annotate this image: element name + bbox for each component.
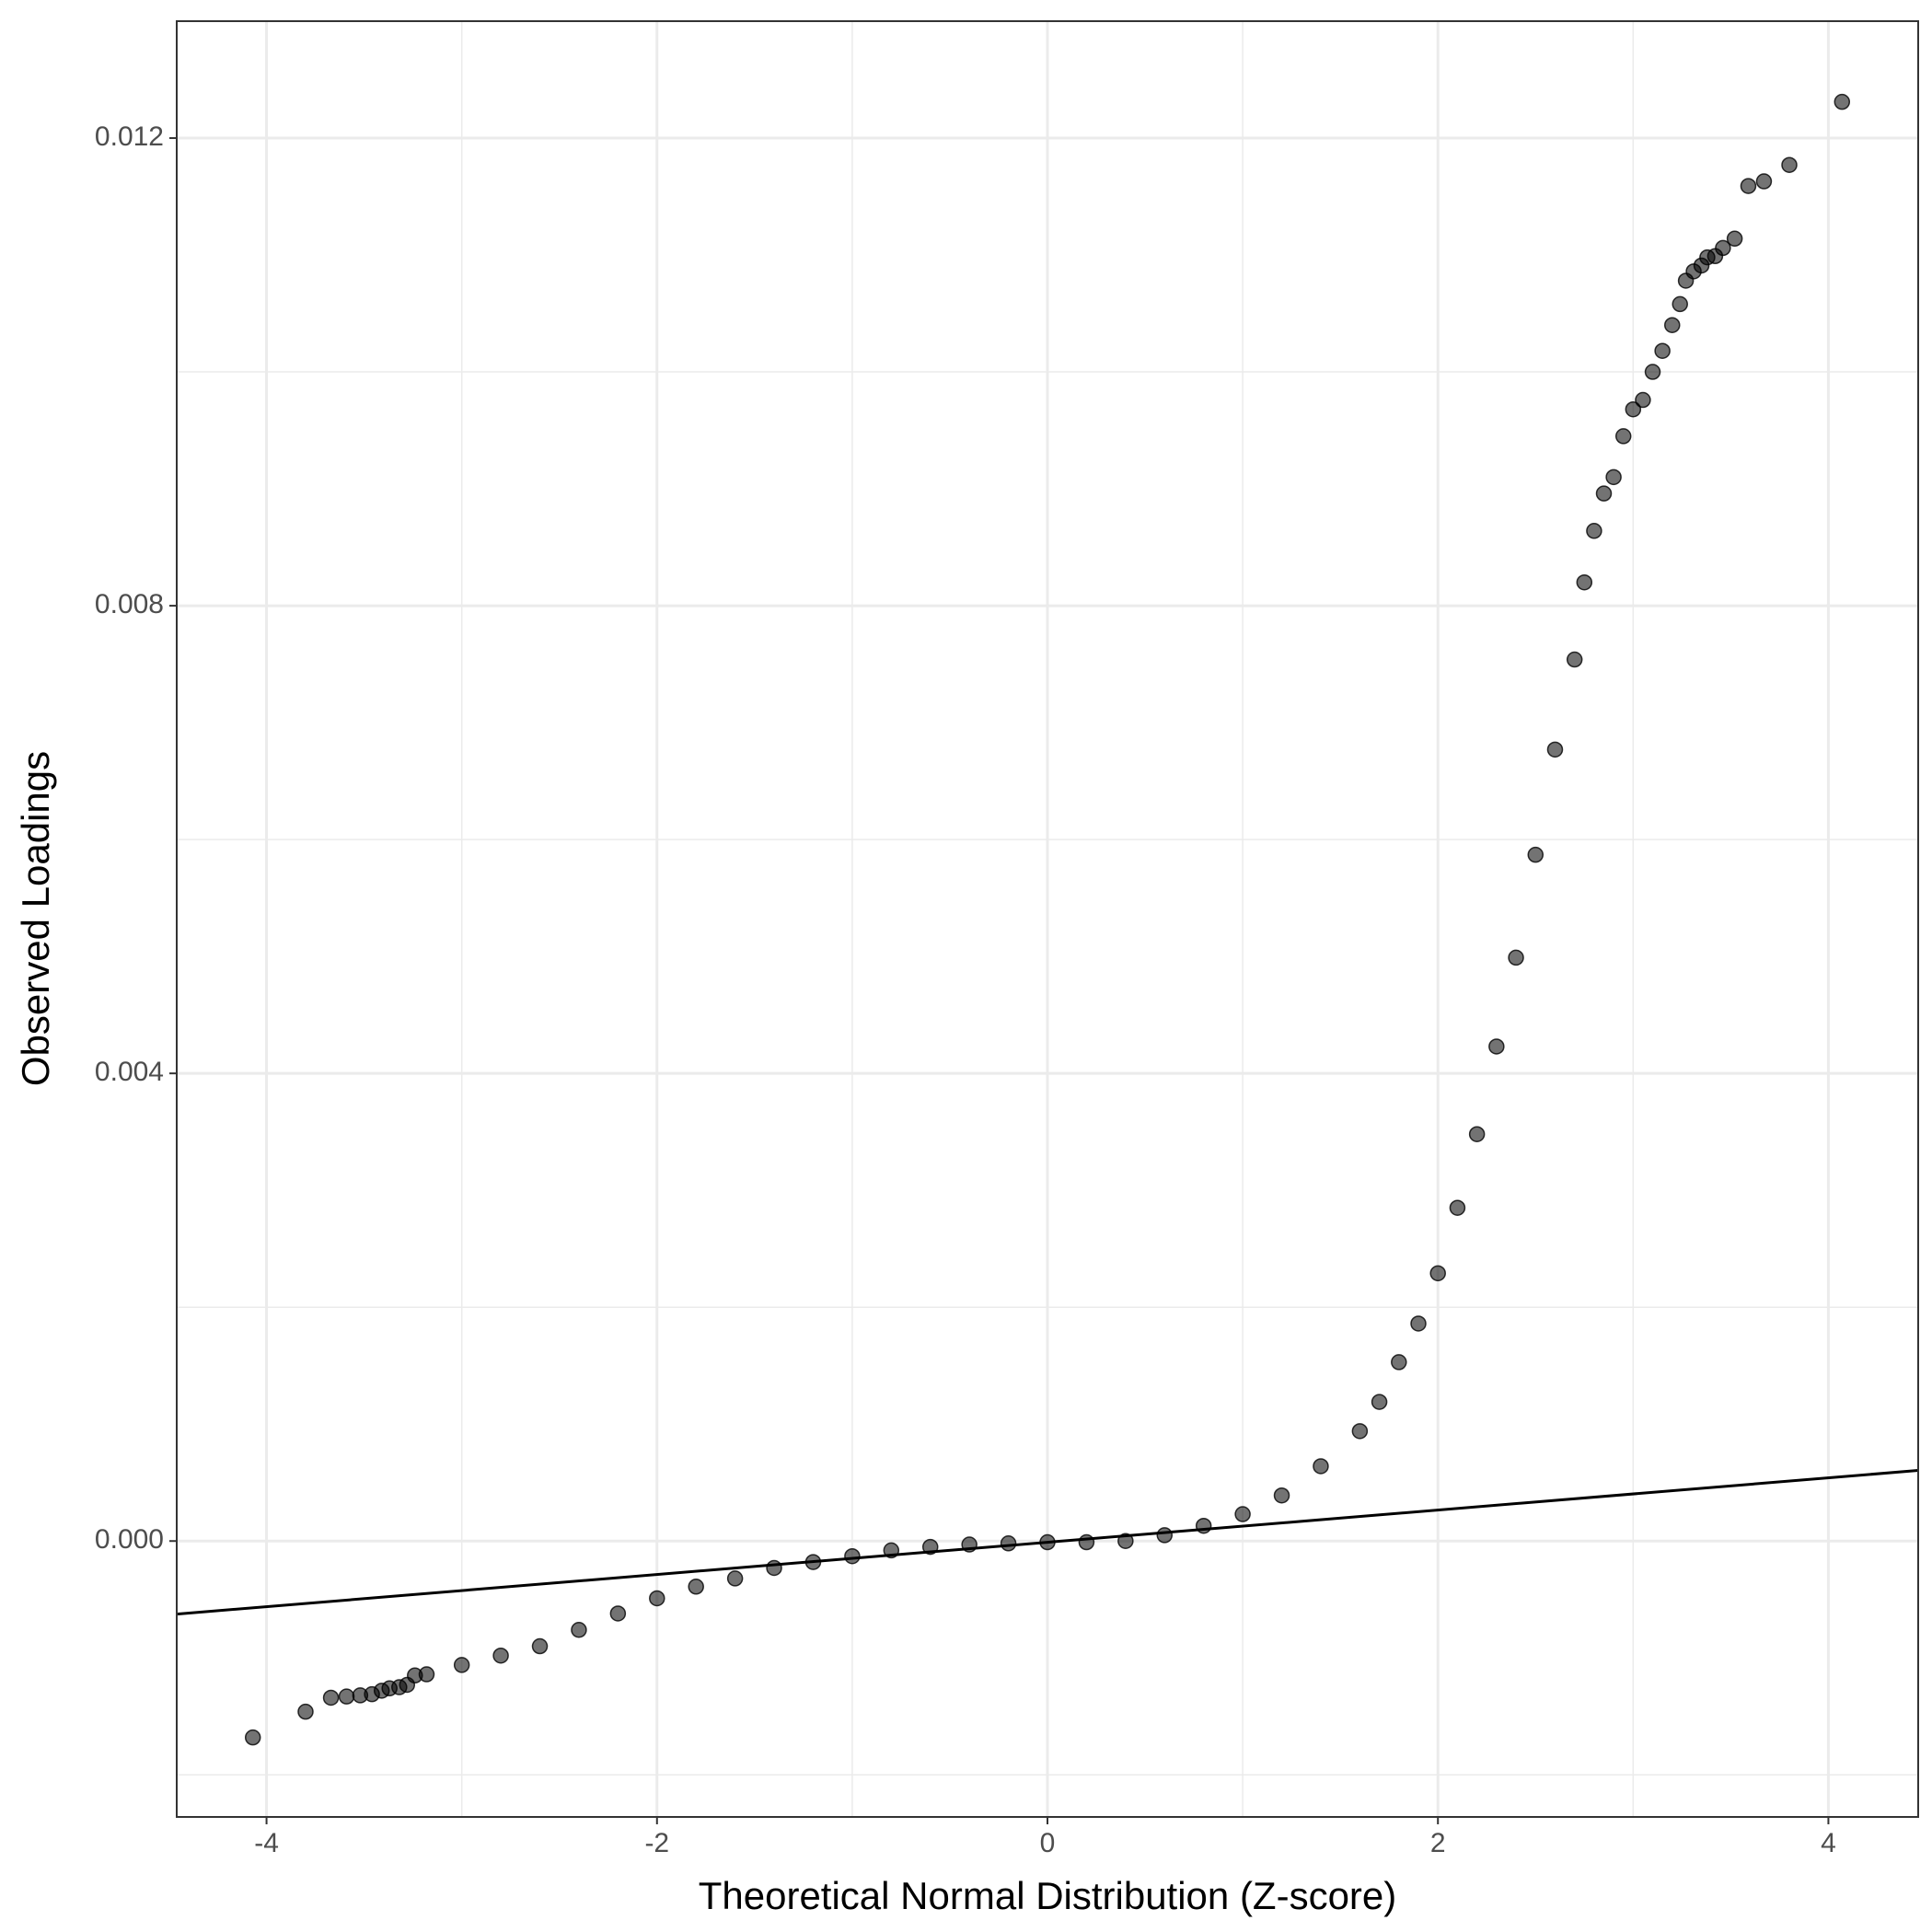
plot-border (176, 20, 1919, 1818)
point (1449, 1199, 1466, 1216)
point (338, 1688, 355, 1705)
x-tick-label: 2 (1430, 1828, 1446, 1858)
point (1672, 295, 1688, 313)
x-tick-label: -2 (644, 1828, 669, 1858)
point (1468, 1126, 1486, 1142)
point (244, 1729, 261, 1746)
y-tick-label: 0.004 (95, 1057, 164, 1087)
point (1586, 523, 1602, 539)
point (1488, 1038, 1505, 1055)
point (1755, 173, 1773, 190)
point (1429, 1265, 1446, 1282)
point (1715, 239, 1731, 257)
point (1313, 1458, 1329, 1475)
x-axis-title: Theoretical Normal Distribution (Z-score… (699, 1874, 1397, 1917)
point (571, 1622, 587, 1638)
point (609, 1605, 627, 1622)
point (1576, 573, 1593, 591)
point (1644, 364, 1661, 380)
point (1605, 469, 1622, 486)
point (844, 1547, 861, 1565)
point (1527, 846, 1544, 863)
point (1156, 1527, 1174, 1544)
point (1078, 1533, 1095, 1551)
point (1834, 93, 1851, 110)
y-tick-label: 0.008 (95, 589, 164, 619)
x-tick-label: 4 (1821, 1828, 1836, 1858)
x-tick-label: 0 (1040, 1828, 1056, 1858)
point (726, 1570, 744, 1587)
point (1625, 400, 1642, 418)
point (649, 1590, 665, 1607)
point (1566, 651, 1583, 668)
y-axis-title: Observed Loadings (14, 751, 57, 1086)
point (1781, 156, 1798, 173)
point (1635, 391, 1651, 409)
point (1410, 1315, 1427, 1332)
point (766, 1559, 782, 1577)
point (322, 1689, 340, 1706)
y-tick-label: 0.012 (95, 121, 164, 152)
point (1595, 485, 1613, 502)
point (1391, 1354, 1407, 1371)
point (1351, 1423, 1369, 1440)
point (1740, 178, 1757, 194)
point (297, 1703, 314, 1720)
point (1654, 342, 1671, 359)
point (1663, 317, 1681, 333)
point (688, 1579, 704, 1595)
point (1546, 741, 1564, 758)
point (1726, 230, 1743, 248)
point (1371, 1394, 1388, 1410)
y-tick-label: 0.000 (95, 1524, 164, 1555)
x-tick-label: -4 (254, 1828, 279, 1858)
point (1000, 1535, 1017, 1552)
point (531, 1637, 549, 1655)
point (492, 1647, 509, 1664)
point (418, 1666, 435, 1683)
point (453, 1657, 470, 1673)
point (1614, 428, 1632, 445)
reference-line (176, 1469, 1919, 1616)
point (1273, 1487, 1290, 1504)
point (1234, 1506, 1251, 1522)
point (1508, 949, 1524, 966)
